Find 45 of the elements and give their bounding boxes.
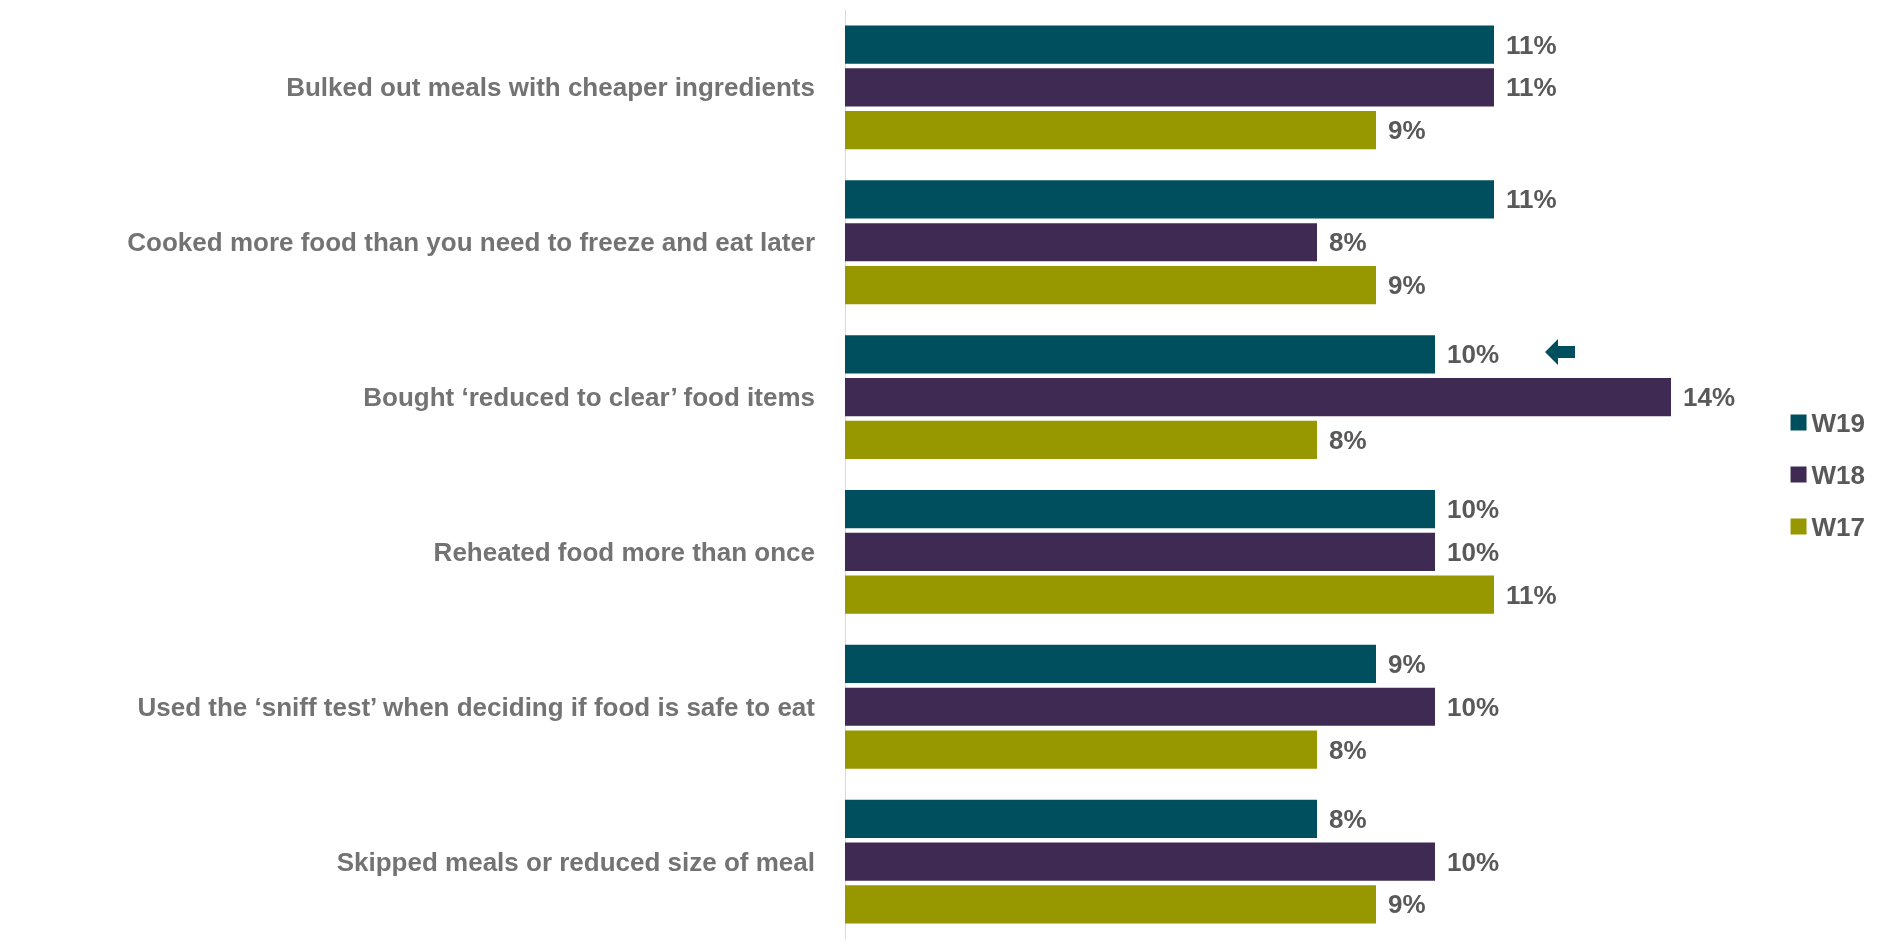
data-label: 11% — [1506, 579, 1557, 610]
legend-label: W18 — [1811, 459, 1866, 490]
bar — [845, 575, 1494, 614]
bar — [845, 799, 1317, 838]
legend-label: W17 — [1811, 511, 1866, 542]
data-label: 10% — [1447, 691, 1500, 722]
bar — [845, 842, 1435, 881]
bar — [845, 489, 1435, 529]
bar — [845, 377, 1671, 417]
data-label: 8% — [1329, 227, 1367, 258]
data-label: 9% — [1388, 115, 1426, 146]
data-label: 11% — [1506, 184, 1557, 215]
bar — [845, 730, 1317, 769]
y-tick-label: Reheated food more than once — [433, 536, 815, 567]
data-label: 10% — [1447, 339, 1500, 370]
data-label: 10% — [1447, 846, 1500, 877]
y-tick-label: Skipped meals or reduced size of meal — [336, 846, 815, 877]
bar — [845, 25, 1494, 64]
y-tick-label: Bulked out meals with cheaper ingredients — [286, 72, 815, 103]
data-label: 9% — [1388, 889, 1426, 920]
bar — [845, 644, 1376, 684]
bar — [845, 532, 1435, 572]
y-tick-label: Used the ‘sniff test’ when deciding if food is safe to eat — [137, 691, 816, 722]
bar — [845, 180, 1494, 219]
data-label: 8% — [1329, 734, 1367, 765]
data-label: 9% — [1388, 270, 1426, 301]
bar — [845, 68, 1494, 107]
bar — [845, 223, 1317, 262]
bar — [845, 265, 1376, 305]
data-label: 10% — [1447, 494, 1500, 525]
bar — [845, 420, 1317, 460]
data-label: 9% — [1388, 648, 1426, 679]
legend-label: W19 — [1811, 407, 1866, 438]
data-label: 11% — [1506, 72, 1557, 103]
bar — [845, 687, 1435, 726]
bar — [845, 335, 1435, 374]
data-label: 10% — [1447, 536, 1500, 567]
bar — [845, 885, 1376, 924]
data-label: 11% — [1506, 29, 1557, 60]
y-tick-label: Cooked more food than you need to freeze and eat later — [127, 227, 815, 258]
y-tick-label: Bought ‘reduced to clear’ food items — [363, 382, 815, 413]
data-label: 8% — [1329, 803, 1367, 834]
data-label: 8% — [1329, 424, 1367, 455]
bar — [845, 111, 1376, 150]
data-label: 14% — [1683, 382, 1736, 413]
